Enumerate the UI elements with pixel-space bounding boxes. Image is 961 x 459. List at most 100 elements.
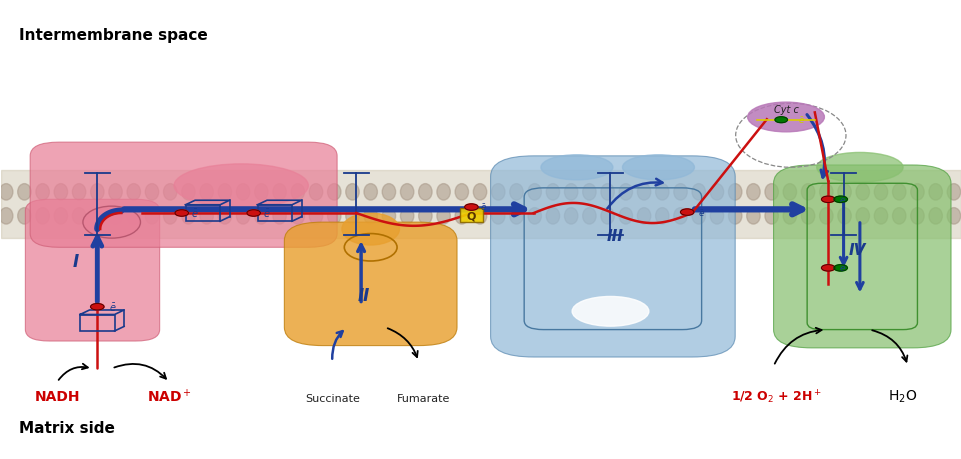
- Ellipse shape: [341, 213, 399, 246]
- Ellipse shape: [654, 208, 668, 224]
- Ellipse shape: [436, 208, 450, 224]
- Text: III: III: [606, 229, 623, 244]
- Text: Q: Q: [466, 211, 476, 221]
- Ellipse shape: [17, 208, 31, 224]
- Ellipse shape: [345, 208, 358, 224]
- FancyBboxPatch shape: [25, 200, 160, 341]
- Ellipse shape: [709, 208, 723, 224]
- Ellipse shape: [309, 208, 322, 224]
- Text: NADH: NADH: [35, 389, 80, 403]
- Ellipse shape: [491, 184, 505, 201]
- Ellipse shape: [400, 184, 413, 201]
- Ellipse shape: [127, 208, 140, 224]
- Ellipse shape: [509, 208, 523, 224]
- Ellipse shape: [273, 184, 286, 201]
- Ellipse shape: [163, 208, 177, 224]
- Ellipse shape: [673, 208, 686, 224]
- Text: NAD$^+$: NAD$^+$: [147, 387, 191, 405]
- Circle shape: [464, 204, 478, 211]
- Ellipse shape: [418, 208, 431, 224]
- Ellipse shape: [36, 184, 49, 201]
- Ellipse shape: [36, 208, 49, 224]
- Ellipse shape: [691, 184, 704, 201]
- Ellipse shape: [127, 184, 140, 201]
- Ellipse shape: [727, 208, 741, 224]
- Ellipse shape: [236, 184, 250, 201]
- FancyBboxPatch shape: [284, 223, 456, 346]
- Ellipse shape: [473, 208, 486, 224]
- Ellipse shape: [491, 208, 505, 224]
- Ellipse shape: [855, 184, 869, 201]
- FancyBboxPatch shape: [459, 209, 482, 223]
- Ellipse shape: [622, 155, 694, 180]
- Ellipse shape: [528, 184, 541, 201]
- Circle shape: [821, 265, 834, 271]
- Ellipse shape: [363, 184, 377, 201]
- Ellipse shape: [200, 208, 213, 224]
- Ellipse shape: [747, 103, 824, 133]
- FancyBboxPatch shape: [773, 166, 950, 348]
- Ellipse shape: [163, 184, 177, 201]
- Text: II: II: [357, 287, 370, 305]
- Ellipse shape: [455, 184, 468, 201]
- Bar: [1, 170, 960, 239]
- Ellipse shape: [601, 208, 614, 224]
- Text: 1/2 O$_2$ + 2H$^+$: 1/2 O$_2$ + 2H$^+$: [730, 387, 821, 405]
- Circle shape: [175, 210, 188, 217]
- Ellipse shape: [582, 208, 596, 224]
- Ellipse shape: [601, 184, 614, 201]
- Ellipse shape: [801, 184, 814, 201]
- FancyBboxPatch shape: [30, 143, 336, 248]
- Ellipse shape: [83, 207, 140, 239]
- Ellipse shape: [816, 153, 902, 183]
- Text: Succinate: Succinate: [305, 393, 359, 403]
- Ellipse shape: [892, 208, 905, 224]
- Ellipse shape: [855, 208, 869, 224]
- Ellipse shape: [654, 184, 668, 201]
- Ellipse shape: [947, 208, 960, 224]
- Text: I: I: [73, 252, 79, 270]
- Ellipse shape: [255, 184, 268, 201]
- Ellipse shape: [236, 208, 250, 224]
- Ellipse shape: [291, 184, 305, 201]
- Ellipse shape: [564, 208, 578, 224]
- Ellipse shape: [619, 184, 632, 201]
- Ellipse shape: [764, 184, 777, 201]
- Ellipse shape: [801, 208, 814, 224]
- FancyBboxPatch shape: [490, 157, 734, 357]
- Text: $\bar{e}$: $\bar{e}$: [109, 301, 116, 313]
- Ellipse shape: [837, 184, 850, 201]
- Ellipse shape: [363, 208, 377, 224]
- Ellipse shape: [90, 184, 104, 201]
- Ellipse shape: [540, 155, 612, 180]
- Ellipse shape: [637, 184, 650, 201]
- Ellipse shape: [182, 208, 195, 224]
- Ellipse shape: [17, 184, 31, 201]
- Ellipse shape: [637, 208, 650, 224]
- Ellipse shape: [0, 208, 12, 224]
- Text: $\bar{e}$: $\bar{e}$: [263, 207, 271, 219]
- Text: $\bar{e}$: $\bar{e}$: [838, 263, 845, 274]
- Ellipse shape: [819, 184, 832, 201]
- Ellipse shape: [182, 184, 195, 201]
- Ellipse shape: [400, 208, 413, 224]
- Ellipse shape: [782, 184, 796, 201]
- Ellipse shape: [582, 184, 596, 201]
- Ellipse shape: [764, 208, 777, 224]
- Ellipse shape: [782, 208, 796, 224]
- Ellipse shape: [928, 184, 942, 201]
- Ellipse shape: [546, 208, 559, 224]
- Ellipse shape: [910, 184, 924, 201]
- Ellipse shape: [382, 208, 395, 224]
- Ellipse shape: [0, 184, 12, 201]
- Text: $\bar{e}$: $\bar{e}$: [480, 202, 486, 213]
- Circle shape: [821, 196, 834, 203]
- Ellipse shape: [709, 184, 723, 201]
- Ellipse shape: [309, 184, 322, 201]
- Text: Intermembrane space: Intermembrane space: [18, 28, 208, 43]
- Text: IV: IV: [848, 242, 865, 257]
- Ellipse shape: [910, 208, 924, 224]
- Ellipse shape: [947, 184, 960, 201]
- Ellipse shape: [819, 208, 832, 224]
- Ellipse shape: [546, 184, 559, 201]
